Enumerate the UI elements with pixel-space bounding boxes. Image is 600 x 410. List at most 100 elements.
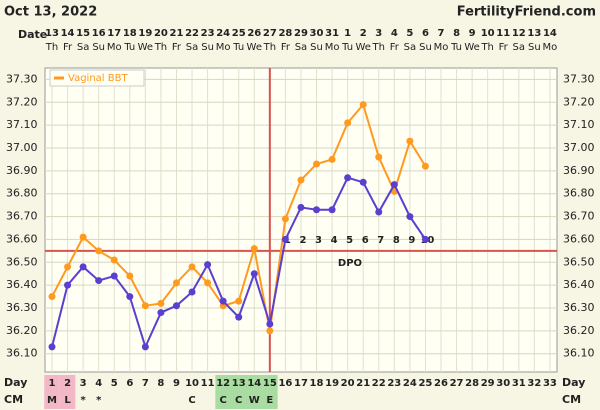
dpo-number: 7 (377, 235, 384, 246)
date-label: 29 (294, 28, 308, 39)
date-label: 31 (325, 28, 339, 39)
day-number: 28 (465, 378, 479, 389)
data-point (344, 174, 352, 182)
weekday-label: Su (528, 42, 541, 53)
day-number: 18 (310, 378, 324, 389)
data-point (157, 299, 165, 307)
dpo-number: 8 (393, 235, 400, 246)
date-label: 1 (344, 28, 351, 39)
day-number: 29 (481, 378, 495, 389)
day-number: 21 (356, 378, 370, 389)
weekday-label: We (138, 42, 153, 53)
day-number: 14 (247, 378, 261, 389)
data-point (313, 206, 321, 214)
day-highlight (230, 375, 247, 409)
data-point (266, 327, 274, 335)
data-point (126, 272, 134, 280)
day-number: 10 (185, 378, 199, 389)
y-tick-label: 37.30 (6, 72, 38, 85)
data-point (172, 279, 180, 287)
cm-value: L (64, 395, 71, 406)
y-tick-label: 36.80 (6, 187, 38, 200)
day-number: 16 (278, 378, 292, 389)
data-point (64, 281, 72, 289)
dpo-number: 4 (331, 235, 338, 246)
day-number: 19 (325, 378, 339, 389)
data-point (204, 279, 212, 287)
date-label: 16 (92, 28, 106, 39)
weekday-label: Mo (216, 42, 231, 53)
day-number: 4 (95, 378, 102, 389)
date-label: 14 (61, 28, 75, 39)
data-point (64, 263, 72, 271)
data-point (141, 343, 149, 351)
y-tick-label-right: 36.40 (563, 278, 595, 291)
data-point (281, 235, 289, 243)
data-point (344, 119, 352, 127)
weekday-label: Th (372, 42, 385, 53)
cm-label-right: CM (562, 393, 581, 406)
day-number: 24 (403, 378, 417, 389)
data-point (204, 261, 212, 269)
date-label: 3 (375, 28, 382, 39)
y-tick-label-right: 36.20 (563, 324, 595, 337)
date-label: 13 (527, 28, 541, 39)
date-label: 24 (216, 28, 230, 39)
data-point (172, 302, 180, 310)
weekday-label: Tu (123, 42, 135, 53)
dpo-number: 5 (346, 235, 353, 246)
dpo-number: 9 (408, 235, 415, 246)
date-label: 4 (391, 28, 398, 39)
data-point (375, 153, 383, 161)
weekday-label: Sa (513, 42, 525, 53)
chart-title: Oct 13, 2022 (4, 5, 97, 20)
y-tick-label: 36.50 (6, 255, 38, 268)
y-tick-label-right: 37.10 (563, 118, 595, 131)
day-highlight (262, 375, 278, 409)
date-label: 14 (543, 28, 557, 39)
y-tick-label: 37.20 (6, 95, 38, 108)
data-point (188, 288, 196, 296)
y-tick-label: 36.70 (6, 210, 38, 223)
date-label: 10 (481, 28, 495, 39)
day-number: 9 (173, 378, 180, 389)
day-number: 25 (418, 378, 432, 389)
y-tick-label-right: 36.90 (563, 164, 595, 177)
data-point (79, 263, 87, 271)
y-tick-label-right: 37.30 (563, 72, 595, 85)
weekday-label: We (247, 42, 262, 53)
data-point (126, 293, 134, 301)
data-point (235, 297, 243, 305)
data-point (48, 293, 56, 301)
data-point (95, 247, 103, 255)
data-point (79, 233, 87, 241)
data-point (95, 277, 103, 285)
data-point (390, 181, 398, 189)
y-tick-label: 36.40 (6, 278, 38, 291)
y-tick-label-right: 36.80 (563, 187, 595, 200)
weekday-label: Fr (172, 42, 182, 53)
weekday-label: Mo (325, 42, 340, 53)
y-tick-label: 36.20 (6, 324, 38, 337)
dpo-label: DPO (338, 258, 362, 269)
day-number: 11 (201, 378, 215, 389)
date-label: 18 (123, 28, 137, 39)
day-number: 5 (111, 378, 118, 389)
day-number: 31 (512, 378, 526, 389)
data-point (266, 320, 274, 328)
date-label: 13 (45, 28, 59, 39)
data-point (359, 101, 367, 109)
date-label: 30 (310, 28, 324, 39)
weekday-label: Su (92, 42, 105, 53)
y-tick-label-right: 37.00 (563, 141, 595, 154)
day-label: Day (4, 376, 27, 389)
y-tick-label: 36.60 (6, 232, 38, 245)
data-point (281, 215, 289, 223)
date-label: Date (18, 28, 47, 41)
cm-value: C (188, 395, 195, 406)
site-name[interactable]: FertilityFriend.com (457, 5, 596, 20)
data-point (235, 313, 243, 321)
y-tick-label: 37.00 (6, 141, 38, 154)
weekday-label: Sa (77, 42, 89, 53)
weekday-label: Fr (63, 42, 73, 53)
